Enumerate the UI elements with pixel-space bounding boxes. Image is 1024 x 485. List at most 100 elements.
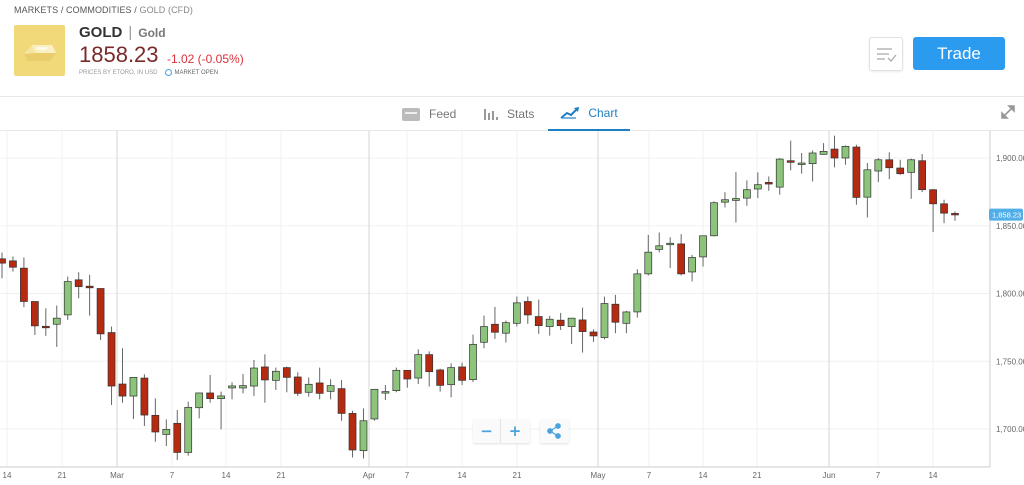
candle-up — [874, 159, 883, 172]
candle-up — [447, 367, 455, 386]
candle-down — [293, 376, 302, 394]
candle-down — [458, 366, 466, 381]
x-tick-label: 21 — [753, 471, 762, 480]
candle-up — [600, 303, 609, 338]
candle-down — [348, 413, 357, 451]
candle-up — [217, 395, 225, 399]
candle-down — [403, 369, 412, 380]
candle-down — [173, 422, 182, 453]
candle-up — [644, 251, 653, 275]
y-tick-label: 1,900.00 — [996, 154, 1024, 163]
candle-down — [611, 303, 620, 323]
candle-down — [74, 279, 83, 287]
candle-down — [523, 301, 532, 316]
x-tick-label: May — [590, 471, 605, 480]
candle-down — [578, 319, 587, 332]
candle-up — [228, 385, 236, 389]
candle-up — [414, 354, 423, 379]
candle-up — [732, 198, 740, 201]
candle-down — [929, 189, 937, 205]
candle-up — [184, 406, 193, 453]
x-tick-label: 14 — [699, 471, 708, 480]
candle-down — [282, 367, 291, 378]
candle-down — [589, 331, 598, 337]
expand-icon[interactable] — [1000, 104, 1016, 120]
x-tick-label: 7 — [405, 471, 410, 480]
candle-up — [272, 370, 280, 381]
candle-up — [808, 152, 817, 165]
zoom-in-button[interactable]: + — [501, 419, 529, 443]
candle-down — [0, 258, 6, 264]
candle-down — [96, 288, 105, 335]
tab-feed[interactable]: Feed — [401, 97, 456, 131]
feed-icon — [402, 108, 420, 121]
candle-down — [436, 369, 445, 386]
candle-up — [381, 391, 390, 394]
candle-down — [830, 148, 839, 159]
candle-down — [677, 243, 685, 275]
candle-up — [841, 145, 850, 159]
market-status: MARKET OPEN — [165, 69, 218, 76]
x-tick-label: 14 — [222, 471, 231, 480]
candle-up — [129, 377, 138, 397]
candle-up — [666, 242, 675, 246]
candle-up — [721, 199, 729, 203]
candle-up — [512, 302, 521, 324]
breadcrumb-separator: / — [60, 5, 64, 15]
y-tick-label: 1,700.00 — [996, 425, 1024, 434]
candle-up — [545, 318, 554, 327]
breadcrumb-markets[interactable]: MARKETS — [14, 5, 59, 15]
candle-down — [786, 160, 795, 163]
breadcrumb: MARKETS / COMMODITIES / GOLD (CFD) — [14, 5, 193, 15]
stats-icon — [484, 109, 498, 120]
candle-up — [162, 429, 171, 435]
breadcrumb-separator: / — [134, 5, 137, 15]
instrument-full-name: Gold — [138, 26, 166, 40]
current-price: 1858.23 — [79, 42, 159, 67]
tab-chart[interactable]: Chart — [548, 97, 630, 131]
share-button[interactable] — [540, 419, 569, 443]
candle-down — [206, 392, 214, 399]
price-meta: PRICES BY ETORO, IN USD MARKET OPEN — [79, 69, 218, 76]
instrument-name: GOLD | Gold — [79, 24, 166, 41]
tab-stats[interactable]: Stats — [483, 97, 534, 131]
zoom-controls: − + — [473, 419, 530, 443]
x-tick-label: 14 — [3, 471, 12, 480]
candle-up — [743, 189, 751, 199]
candle-down — [534, 316, 543, 326]
candle-up — [753, 184, 762, 190]
x-tick-label: Jun — [823, 471, 836, 480]
candle-up — [304, 383, 313, 393]
candle-down — [951, 213, 959, 216]
price-change: -1.02 (-0.05%) — [167, 52, 244, 66]
clock-icon — [165, 69, 173, 76]
x-tick-label: Apr — [363, 471, 376, 480]
candle-up — [863, 169, 872, 198]
candle-up — [655, 245, 664, 250]
candle-down — [140, 377, 149, 416]
y-tick-label: 1,750.00 — [996, 357, 1024, 366]
trade-button[interactable]: Trade — [913, 37, 1005, 70]
candle-up — [775, 158, 784, 188]
gold-bar-icon — [14, 25, 65, 76]
y-tick-label: 1,850.00 — [996, 222, 1024, 231]
candle-up — [710, 202, 718, 237]
candle-up — [622, 311, 631, 324]
candle-down — [337, 388, 346, 414]
candle-up — [359, 420, 368, 452]
candle-up — [52, 317, 61, 325]
candle-up — [699, 235, 707, 258]
candle-up — [370, 388, 379, 420]
breadcrumb-current: GOLD (CFD) — [139, 5, 193, 15]
candle-down — [118, 383, 127, 397]
candle-down — [491, 323, 499, 333]
zoom-out-button[interactable]: − — [473, 419, 501, 443]
breadcrumb-commodities[interactable]: COMMODITIES — [66, 5, 132, 15]
last-price-tag — [989, 208, 1023, 221]
watchlist-button[interactable] — [869, 37, 903, 71]
chart-icon — [560, 107, 580, 119]
watchlist-icon — [877, 48, 897, 62]
tab-label: Stats — [507, 107, 535, 121]
price-source: PRICES BY ETORO, IN USD — [79, 69, 158, 76]
market-status-label: MARKET OPEN — [174, 69, 219, 76]
